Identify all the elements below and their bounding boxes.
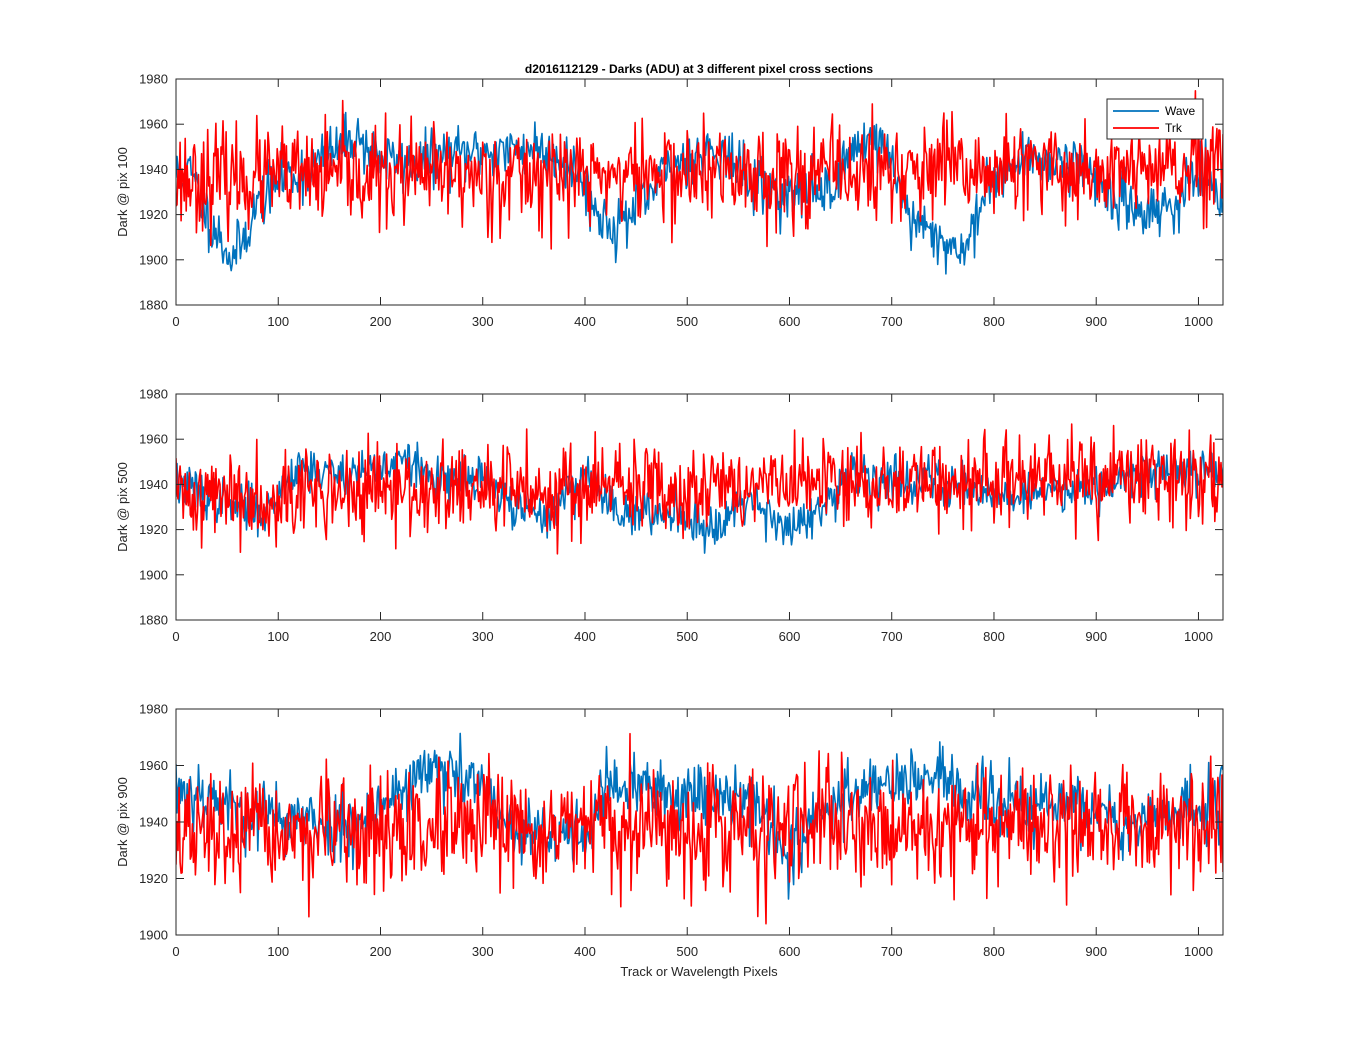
x-tick-label: 100 bbox=[267, 314, 289, 329]
x-tick-label: 600 bbox=[779, 629, 801, 644]
axes-box bbox=[175, 78, 1224, 306]
x-tick-label: 800 bbox=[983, 629, 1005, 644]
x-tick-label: 300 bbox=[472, 629, 494, 644]
y-tick-label: 1960 bbox=[139, 758, 168, 773]
x-tick-label: 400 bbox=[574, 629, 596, 644]
x-tick-label: 500 bbox=[676, 629, 698, 644]
series-line-trk bbox=[176, 90, 1223, 250]
plot-area bbox=[176, 732, 1223, 925]
series-line-trk bbox=[176, 732, 1223, 925]
y-tick-label: 1980 bbox=[139, 387, 168, 402]
y-tick-label: 1980 bbox=[139, 702, 168, 717]
y-tick-label: 1900 bbox=[139, 928, 168, 943]
x-tick-label: 900 bbox=[1085, 629, 1107, 644]
y-axis-label: Dark @ pix 900 bbox=[115, 777, 130, 867]
x-tick-label: 200 bbox=[370, 314, 392, 329]
plot-area bbox=[176, 90, 1223, 275]
figure-title: d2016112129 - Darks (ADU) at 3 different… bbox=[525, 62, 873, 76]
y-tick-label: 1920 bbox=[139, 207, 168, 222]
x-tick-label: 0 bbox=[172, 944, 179, 959]
x-tick-label: 900 bbox=[1085, 944, 1107, 959]
x-tick-label: 1000 bbox=[1184, 314, 1213, 329]
x-tick-label: 700 bbox=[881, 629, 903, 644]
y-tick-label: 1880 bbox=[139, 298, 168, 313]
y-tick-label: 1940 bbox=[139, 162, 168, 177]
legend-label-trk: Trk bbox=[1165, 121, 1183, 135]
y-tick-label: 1900 bbox=[139, 567, 168, 582]
subplot-panels: 0 100 200 300 400 500 600 700 800 900 100018801900… bbox=[115, 72, 1224, 959]
x-tick-label: 1000 bbox=[1184, 629, 1213, 644]
y-tick-label: 1960 bbox=[139, 117, 168, 132]
x-tick-label: 300 bbox=[472, 944, 494, 959]
y-tick-label: 1940 bbox=[139, 815, 168, 830]
x-tick-label: 600 bbox=[779, 314, 801, 329]
legend-box bbox=[1106, 98, 1204, 140]
x-tick-label: 100 bbox=[267, 944, 289, 959]
plot-area bbox=[176, 423, 1223, 555]
legend: Wave Trk bbox=[1106, 98, 1204, 140]
x-tick-label: 800 bbox=[983, 314, 1005, 329]
y-tick-label: 1920 bbox=[139, 871, 168, 886]
x-tick-label: 400 bbox=[574, 944, 596, 959]
x-tick-label: 700 bbox=[881, 944, 903, 959]
y-tick-label: 1920 bbox=[139, 522, 168, 537]
axes-box bbox=[175, 393, 1224, 621]
x-tick-label: 200 bbox=[370, 944, 392, 959]
x-tick-label: 400 bbox=[574, 314, 596, 329]
x-tick-label: 500 bbox=[676, 314, 698, 329]
y-tick-label: 1960 bbox=[139, 432, 168, 447]
x-tick-label: 300 bbox=[472, 314, 494, 329]
y-tick-label: 1880 bbox=[139, 613, 168, 628]
y-axis-label: Dark @ pix 100 bbox=[115, 147, 130, 237]
y-tick-label: 1980 bbox=[139, 72, 168, 87]
subplot-1: 0 100 200 300 400 500 600 700 800 900 1000 1880 1900… bbox=[115, 72, 1224, 329]
x-tick-label: 100 bbox=[267, 629, 289, 644]
y-tick-label: 1940 bbox=[139, 477, 168, 492]
x-tick-label: 500 bbox=[676, 944, 698, 959]
x-tick-label: 900 bbox=[1085, 314, 1107, 329]
subplot-3: 0 100 200 300 400 500 600 700 800 900 1000 1900 1920… bbox=[115, 702, 1224, 959]
x-tick-label: 200 bbox=[370, 629, 392, 644]
y-axis-label: Dark @ pix 500 bbox=[115, 462, 130, 552]
x-tick-label: 1000 bbox=[1184, 944, 1213, 959]
x-tick-label: 0 bbox=[172, 629, 179, 644]
subplot-2: 0 100 200 300 400 500 600 700 800 900 1000 1880 1900… bbox=[115, 387, 1224, 644]
legend-label-wave: Wave bbox=[1165, 104, 1196, 118]
x-tick-label: 600 bbox=[779, 944, 801, 959]
x-tick-label: 0 bbox=[172, 314, 179, 329]
series-line-trk bbox=[176, 423, 1223, 555]
y-tick-label: 1900 bbox=[139, 252, 168, 267]
x-tick-label: 800 bbox=[983, 944, 1005, 959]
x-tick-label: 700 bbox=[881, 314, 903, 329]
x-axis-label: Track or Wavelength Pixels bbox=[620, 964, 778, 979]
